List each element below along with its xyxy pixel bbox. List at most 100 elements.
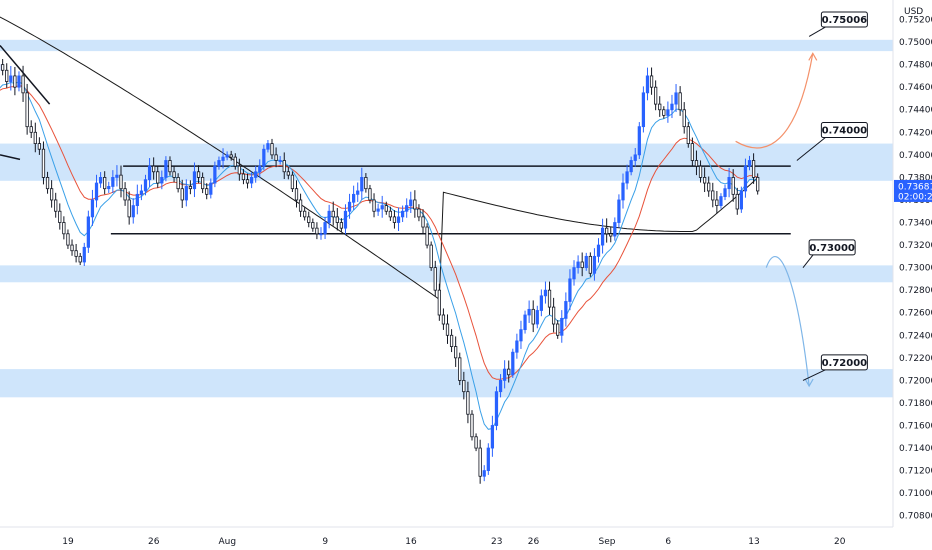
candle-body xyxy=(674,92,678,105)
candle-body xyxy=(352,193,356,203)
candle-body xyxy=(756,177,760,192)
candle-body xyxy=(445,323,450,336)
candle-body xyxy=(527,308,531,316)
candle-body xyxy=(225,154,229,158)
zone-3 xyxy=(0,369,893,398)
candle-body xyxy=(609,233,613,237)
candle-body xyxy=(613,222,617,237)
candle-body xyxy=(645,75,650,94)
drawings xyxy=(0,44,818,388)
candle-body xyxy=(641,92,646,128)
arrow-head-down xyxy=(804,378,814,388)
candle-body xyxy=(213,165,217,184)
price-callouts: 0.75006 0.74000 0.73000 0.72000 xyxy=(796,11,868,381)
x-tick-label: 20 xyxy=(834,537,846,547)
candle-body xyxy=(515,340,519,353)
candle-body xyxy=(735,193,739,210)
candle-body xyxy=(356,190,360,195)
arrow-head-up xyxy=(808,52,818,61)
candle-body xyxy=(127,199,131,218)
candle-body xyxy=(254,171,258,178)
candle-body xyxy=(372,199,376,212)
candle-body xyxy=(625,171,629,184)
candle-body xyxy=(543,289,548,297)
candle-body xyxy=(417,208,421,218)
candle-body xyxy=(221,156,225,161)
candle-body xyxy=(327,210,331,223)
zone-1 xyxy=(0,143,893,181)
candle-body xyxy=(572,267,576,280)
callout-leader-0 xyxy=(808,26,826,37)
candle-body xyxy=(519,329,523,342)
candle-body xyxy=(409,199,413,207)
x-tick-label: Sep xyxy=(599,537,616,547)
time-axis[interactable]: 19 26 Aug 9 16 23 26 Sep 6 13 20 xyxy=(0,0,894,547)
candle-body xyxy=(184,186,188,201)
candle-body xyxy=(368,188,372,201)
candle-body xyxy=(303,210,307,218)
candle-body xyxy=(25,92,29,128)
x-tick-label: 9 xyxy=(322,537,328,547)
candle-body xyxy=(690,143,694,161)
candle-body xyxy=(666,109,670,116)
candle-body xyxy=(576,261,580,269)
candle-body xyxy=(319,233,323,236)
candle-body xyxy=(617,199,621,223)
candle-body xyxy=(262,148,266,167)
candle-body xyxy=(694,160,699,167)
candle-body xyxy=(103,177,107,190)
candle-body xyxy=(727,177,731,190)
candle-body xyxy=(98,177,103,184)
candle-body xyxy=(474,436,478,449)
trend-line xyxy=(0,44,51,105)
current-price-value: 0.73681 xyxy=(898,182,932,192)
candle-body xyxy=(392,216,397,223)
candle-body xyxy=(719,196,723,207)
candle-body xyxy=(9,75,13,82)
arrow-down xyxy=(765,255,810,387)
x-tick-label: 16 xyxy=(405,537,417,547)
zone-2 xyxy=(0,265,893,283)
candle-body xyxy=(556,323,560,336)
current-price-badge xyxy=(894,179,932,202)
candle-body xyxy=(429,244,433,269)
candle-body xyxy=(323,222,327,235)
candle-body xyxy=(433,267,437,291)
candle-body xyxy=(678,92,682,111)
candle-body xyxy=(172,171,176,178)
candle-body xyxy=(580,261,584,269)
candle-body xyxy=(290,174,295,190)
candle-body xyxy=(107,186,111,190)
ma-line-1 xyxy=(0,85,758,380)
candle-body xyxy=(86,216,90,248)
candle-body xyxy=(307,216,311,223)
candle-body xyxy=(311,222,315,229)
ma-line-2 xyxy=(0,81,758,430)
candle-body xyxy=(523,314,527,331)
candle-body xyxy=(315,227,319,235)
candle-body xyxy=(449,334,454,347)
candle-body xyxy=(339,222,344,229)
candle-body xyxy=(662,109,666,116)
candle-body xyxy=(605,227,609,235)
callout-label-3: 0.72000 xyxy=(822,358,868,369)
candle-body xyxy=(396,216,401,223)
y-tick-label: 0.74000 xyxy=(899,151,932,161)
candle-body xyxy=(384,205,388,212)
candle-body xyxy=(135,193,139,207)
candle-body xyxy=(739,190,743,210)
candle-body xyxy=(70,244,74,252)
moving-averages xyxy=(0,16,759,430)
candle-body xyxy=(564,301,568,319)
callout-label-0: 0.75006 xyxy=(822,15,868,26)
candle-body xyxy=(245,179,250,184)
candle-body xyxy=(294,188,299,201)
